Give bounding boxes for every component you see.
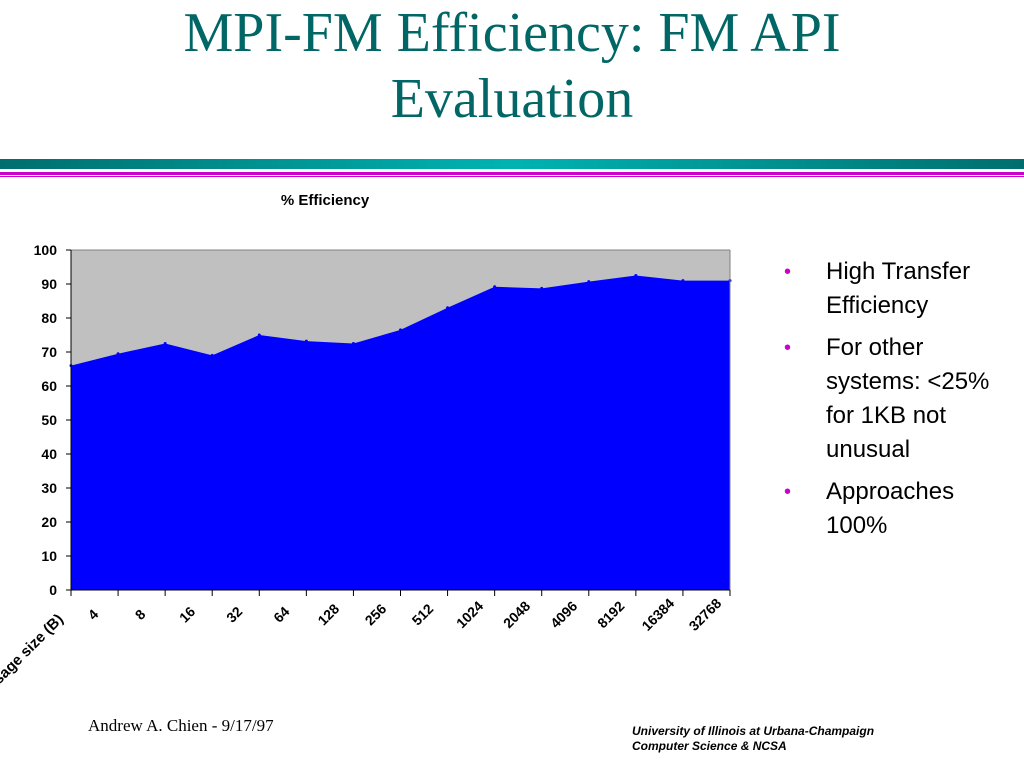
- data-point: [351, 342, 355, 345]
- footer-author-date: Andrew A. Chien - 9/17/97: [88, 716, 274, 735]
- bullet-item: • Approaches 100%: [784, 475, 1019, 543]
- x-tick-label: 512: [409, 600, 437, 628]
- y-tick-label: 100: [34, 242, 58, 258]
- bullet-dot-icon: •: [784, 481, 792, 503]
- y-tick-label: 10: [41, 548, 57, 564]
- x-tick-label: 16: [176, 603, 198, 625]
- x-tick-label: 128: [314, 600, 342, 628]
- bullet-text: High Transfer Efficiency: [826, 258, 971, 319]
- bullet-dot-icon: •: [784, 261, 792, 283]
- bullet-text: For other systems: <25% for 1KB not unus…: [826, 334, 990, 463]
- x-tick-label: 1024: [453, 598, 486, 631]
- data-point: [446, 306, 450, 310]
- x-axis-title: Message size (B): [0, 611, 67, 690]
- bullet-list: • High Transfer Efficiency • For other sys…: [784, 255, 1019, 551]
- title-divider-teal: [0, 159, 1024, 169]
- title-divider-magenta: [0, 172, 1024, 175]
- footer-institution: University of Illinois at Urbana-Champai…: [632, 724, 874, 754]
- x-tick-label: 256: [362, 600, 390, 628]
- y-tick-label: 30: [41, 480, 57, 496]
- x-tick-label: 16384: [638, 595, 677, 634]
- y-tick-label: 0: [49, 582, 57, 598]
- footer-institution-line-2: Computer Science & NCSA: [632, 739, 787, 753]
- title-line-1: MPI-FM Efficiency: FM API: [183, 2, 841, 64]
- y-tick-label: 90: [41, 276, 57, 292]
- data-point: [257, 333, 261, 337]
- y-tick-label: 20: [41, 514, 57, 530]
- x-tick-label: 2048: [500, 598, 533, 631]
- x-tick-label: 32: [223, 603, 245, 625]
- data-point: [116, 352, 120, 356]
- x-tick-label: 4096: [547, 598, 580, 631]
- x-tick-label: 8: [132, 606, 149, 623]
- chart-title: % Efficiency: [280, 192, 370, 209]
- efficiency-area: [71, 275, 730, 590]
- y-tick-label: 40: [41, 446, 57, 462]
- data-point: [163, 342, 167, 345]
- data-point: [493, 285, 497, 289]
- footer-institution-line-1: University of Illinois at Urbana-Champai…: [632, 724, 875, 738]
- y-tick-label: 50: [41, 412, 57, 428]
- data-point: [587, 280, 591, 284]
- x-tick-label: 4: [85, 606, 102, 623]
- x-tick-label: 32768: [686, 595, 725, 634]
- x-tick-label: 8192: [594, 598, 627, 631]
- title-line-2: Evaluation: [390, 68, 634, 130]
- data-point: [681, 279, 685, 283]
- bullet-item: • High Transfer Efficiency: [784, 255, 1019, 323]
- data-point: [540, 286, 544, 290]
- bullet-item: • For other systems: <25% for 1KB not unu…: [784, 331, 1019, 467]
- data-point: [210, 353, 214, 357]
- slide-title: MPI-FM Efficiency: FM API Evaluation: [0, 0, 1024, 132]
- data-point: [399, 328, 402, 332]
- bullet-text: Approaches 100%: [826, 478, 955, 539]
- x-tick-label: 64: [270, 603, 292, 625]
- efficiency-area-chart: 0 10 20 30 40 50 60 70 80 90 100 4 8 16 32 64 128 256 512 1…: [0, 242, 732, 690]
- y-tick-label: 80: [41, 310, 57, 326]
- data-point: [634, 274, 638, 277]
- y-tick-label: 60: [41, 378, 57, 394]
- title-divider-magenta-thin: [0, 176, 1024, 177]
- data-point: [304, 339, 308, 343]
- bullet-dot-icon: •: [784, 337, 792, 359]
- y-tick-label: 70: [41, 344, 57, 360]
